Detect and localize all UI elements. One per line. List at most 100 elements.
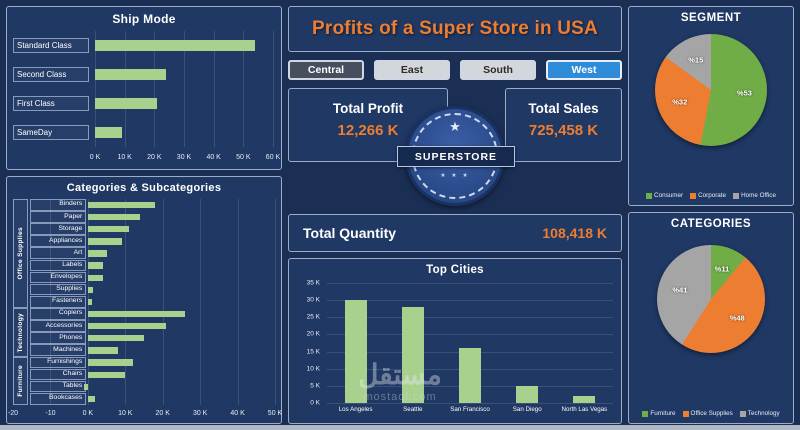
- legend-swatch: [682, 410, 689, 417]
- axis-tick: 40 K: [206, 154, 221, 161]
- gridline: [213, 31, 215, 147]
- gridline: [184, 31, 185, 147]
- bar: [87, 201, 156, 209]
- group-label-text: Technology: [17, 312, 25, 353]
- region-slicer: Central East South West: [288, 58, 622, 82]
- title-panel: Profits of a Super Store in USA: [288, 6, 622, 52]
- group-label: Technology: [13, 308, 29, 357]
- region-button-west[interactable]: West: [546, 60, 622, 80]
- gridline: [327, 317, 613, 319]
- ship-mode-title: Ship Mode: [112, 12, 176, 26]
- legend-item: Furniture: [642, 410, 676, 417]
- legend-swatch: [646, 192, 653, 199]
- subcategory-label: Chairs: [30, 368, 87, 381]
- axis-tick: 10 K: [306, 365, 320, 373]
- bar-rows: Standard Class Second Class First Class Sam…: [13, 31, 273, 147]
- gridline: [327, 300, 613, 302]
- categories-subcategories-chart: Office Supplies Technology Furniture Binder…: [13, 199, 276, 405]
- legend-swatch: [690, 192, 697, 199]
- gridlines: [95, 31, 274, 147]
- bar-row: SameDay: [13, 125, 273, 140]
- region-button-east[interactable]: East: [374, 60, 450, 80]
- region-button-south[interactable]: South: [460, 60, 536, 80]
- category-label: Los Angeles: [338, 406, 373, 413]
- bar: [87, 238, 122, 245]
- top-cities-chart: 0 K 5 K 10 K 15 K 20 K 25 K 30 K 35 K Los Angele…: [297, 279, 613, 419]
- segment-title: SEGMENT: [680, 12, 742, 24]
- group-label: Office Supplies: [13, 199, 29, 309]
- bar-area: [499, 283, 556, 403]
- region-button-central[interactable]: Central: [288, 60, 364, 80]
- ship-mode-chart: Standard Class Second Class First Class Sam…: [13, 31, 280, 165]
- bar: [87, 226, 129, 233]
- total-quantity-card: Total Quantity 108,418 K: [288, 214, 622, 252]
- star-icon: ★: [449, 119, 461, 134]
- axis-tick: 0 K: [89, 154, 101, 161]
- total-sales-value: 725,458 K: [528, 122, 599, 139]
- x-axis: 0 K 10 K 20 K 30 K 40 K 50 K 60 K: [90, 151, 280, 165]
- axis-tick: 50 K: [236, 154, 251, 161]
- categories-pie-panel: CATEGORIES %11 %48 %41 Furniture Office Sup…: [628, 212, 794, 424]
- axis-tick: 30 K: [192, 410, 208, 417]
- bar-row: Second Class: [13, 67, 273, 82]
- top-cities-panel: Top Cities 0 K 5 K 10 K 15 K 20 K 25 K 30 K 35 …: [288, 258, 622, 424]
- axis-tick: 35 K: [306, 279, 320, 287]
- subcategory-label: Labels: [30, 259, 87, 272]
- bar: [84, 383, 88, 390]
- bar-column: San Francisco: [441, 283, 498, 419]
- subcategory-label: Copiers: [30, 308, 87, 320]
- y-axis: 0 K 5 K 10 K 15 K 20 K 25 K 30 K 35 K: [297, 279, 323, 407]
- group-label: Furniture: [13, 356, 29, 405]
- logo-decoration: ★ ★ ★: [440, 173, 470, 179]
- axis-tick: 30 K: [306, 296, 320, 304]
- legend-item: Corporate: [690, 192, 726, 199]
- bar: [87, 359, 133, 366]
- bar-row: First Class: [13, 96, 273, 111]
- bar: [401, 307, 424, 403]
- axis-tick: 0 K: [310, 399, 320, 407]
- bar: [95, 127, 122, 138]
- subcategory-label: Fasteners: [30, 295, 87, 308]
- pie-data-label: %41: [672, 285, 688, 295]
- axis-tick: -10: [45, 410, 56, 417]
- legend-label: Consumer: [654, 192, 684, 199]
- bar: [95, 40, 256, 51]
- axis-tick: 10 K: [117, 154, 132, 161]
- bar-area: [556, 283, 613, 403]
- gridline: [154, 31, 156, 147]
- bar: [87, 250, 107, 257]
- bar: [87, 335, 144, 342]
- legend-label: Office Supplies: [690, 410, 733, 417]
- gridline: [124, 31, 126, 147]
- total-sales-label: Total Sales: [528, 101, 599, 116]
- group-label-text: Furniture: [17, 364, 25, 397]
- axis-tick: 60 K: [265, 154, 281, 161]
- categories-pie-title: CATEGORIES: [670, 218, 752, 230]
- bar: [87, 286, 94, 294]
- gridline: [327, 403, 613, 404]
- gridline: [50, 199, 52, 405]
- gridline: [125, 199, 127, 405]
- bar-area: [327, 283, 384, 403]
- subcategory-label: Storage: [30, 223, 87, 235]
- gridline: [273, 31, 274, 147]
- axis-tick: -20: [7, 410, 19, 417]
- axis-tick: 5 K: [310, 382, 320, 390]
- bar: [87, 298, 92, 306]
- total-profit-value: 12,266 K: [337, 122, 399, 139]
- bar: [95, 98, 158, 109]
- subcategory-label: Accessories: [30, 320, 87, 332]
- legend-swatch: [642, 410, 649, 417]
- subcategory-label: Supplies: [30, 283, 87, 296]
- total-sales-card: Total Sales 725,458 K: [505, 88, 622, 162]
- axis-tick: 40 K: [230, 410, 245, 417]
- bar-row: Standard Class: [13, 38, 273, 53]
- bar-track: [95, 69, 273, 80]
- legend-item: Home Office: [733, 192, 776, 199]
- categories-subcategories-panel: Categories & Subcategories Office Suppli…: [6, 176, 282, 424]
- subcategory-label: Art: [30, 247, 87, 260]
- axis-tick: 0 K: [82, 410, 94, 417]
- bar: [87, 274, 103, 281]
- subcategory-label: Envelopes: [30, 271, 87, 284]
